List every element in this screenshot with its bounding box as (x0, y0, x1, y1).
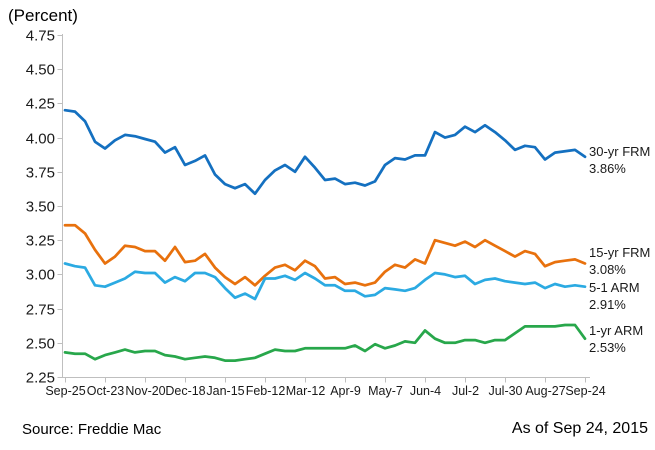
x-axis-tick-label: Dec-18 (165, 384, 205, 398)
series-name: 30-yr FRM (589, 144, 651, 159)
y-axis-tick-label: 3.50 (26, 199, 55, 216)
y-axis-tick-label: 4.50 (26, 62, 55, 79)
y-axis-tick-label: 3.25 (26, 233, 55, 250)
series-line-30-yr-frm (63, 108, 587, 196)
x-axis-tick-label: Feb-12 (246, 384, 286, 398)
x-axis-tick-label: Apr-9 (330, 384, 361, 398)
x-axis-tick-label: Sep-25 (45, 384, 85, 398)
y-axis-tick-label: 4.00 (26, 131, 55, 148)
series-name: 15-yr FRM (589, 245, 651, 260)
y-axis-title: (Percent) (8, 6, 78, 25)
series-name: 1-yr ARM (589, 323, 644, 338)
x-axis-tick-label: Oct-23 (87, 384, 125, 398)
series-end-value: 3.08% (589, 262, 626, 277)
x-axis-tick-label: Jun-4 (410, 384, 441, 398)
y-axis-tick-label: 4.75 (26, 28, 55, 45)
as-of-date: As of Sep 24, 2015 (511, 420, 648, 437)
series-label-15yr-frm: 15-yr FRM 3.08% (589, 244, 655, 278)
series-name: 5-1 ARM (589, 280, 640, 295)
series-line-5-1-arm (63, 262, 587, 301)
x-axis-tick-label: May-7 (368, 384, 403, 398)
series-line-1-yr-arm (63, 323, 587, 362)
x-axis-tick-label: Aug-27 (525, 384, 565, 398)
x-axis-tick-label: Jul-30 (488, 384, 522, 398)
y-axis-tick-label: 3.00 (26, 267, 55, 284)
y-axis-tick-label: 2.25 (26, 370, 55, 387)
y-axis-tick-label: 4.25 (26, 96, 55, 113)
y-axis-tick-label: 2.50 (26, 336, 55, 353)
x-axis-tick-label: Mar-12 (286, 384, 326, 398)
x-axis-tick-label: Jul-2 (452, 384, 479, 398)
series-end-value: 2.91% (589, 297, 626, 312)
x-axis-tick-label: Nov-20 (125, 384, 165, 398)
series-label-5-1-arm: 5-1 ARM 2.91% (589, 279, 655, 313)
source-note: Source: Freddie Mac (22, 421, 162, 438)
x-axis-tick-label: Jan-15 (206, 384, 244, 398)
series-line-15-yr-frm (63, 223, 587, 287)
series-label-1yr-arm: 1-yr ARM 2.53% (589, 322, 655, 356)
y-axis-tick-label: 3.75 (26, 165, 55, 182)
series-end-value: 3.86% (589, 161, 626, 176)
series-label-30yr-frm: 30-yr FRM 3.86% (589, 143, 655, 177)
series-end-value: 2.53% (589, 340, 626, 355)
y-axis-tick-label: 2.75 (26, 302, 55, 319)
x-axis-tick-label: Sep-24 (565, 384, 605, 398)
